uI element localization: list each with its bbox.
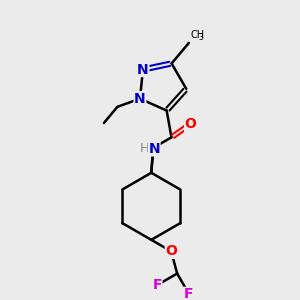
- Text: 3: 3: [198, 33, 203, 42]
- Text: N: N: [134, 92, 146, 106]
- Text: O: O: [185, 117, 197, 131]
- Text: F: F: [184, 287, 194, 300]
- Text: N: N: [148, 142, 160, 156]
- Text: F: F: [152, 278, 162, 292]
- Text: CH: CH: [191, 30, 205, 40]
- Text: N: N: [137, 62, 149, 76]
- Text: O: O: [165, 244, 177, 258]
- Text: H: H: [140, 142, 149, 155]
